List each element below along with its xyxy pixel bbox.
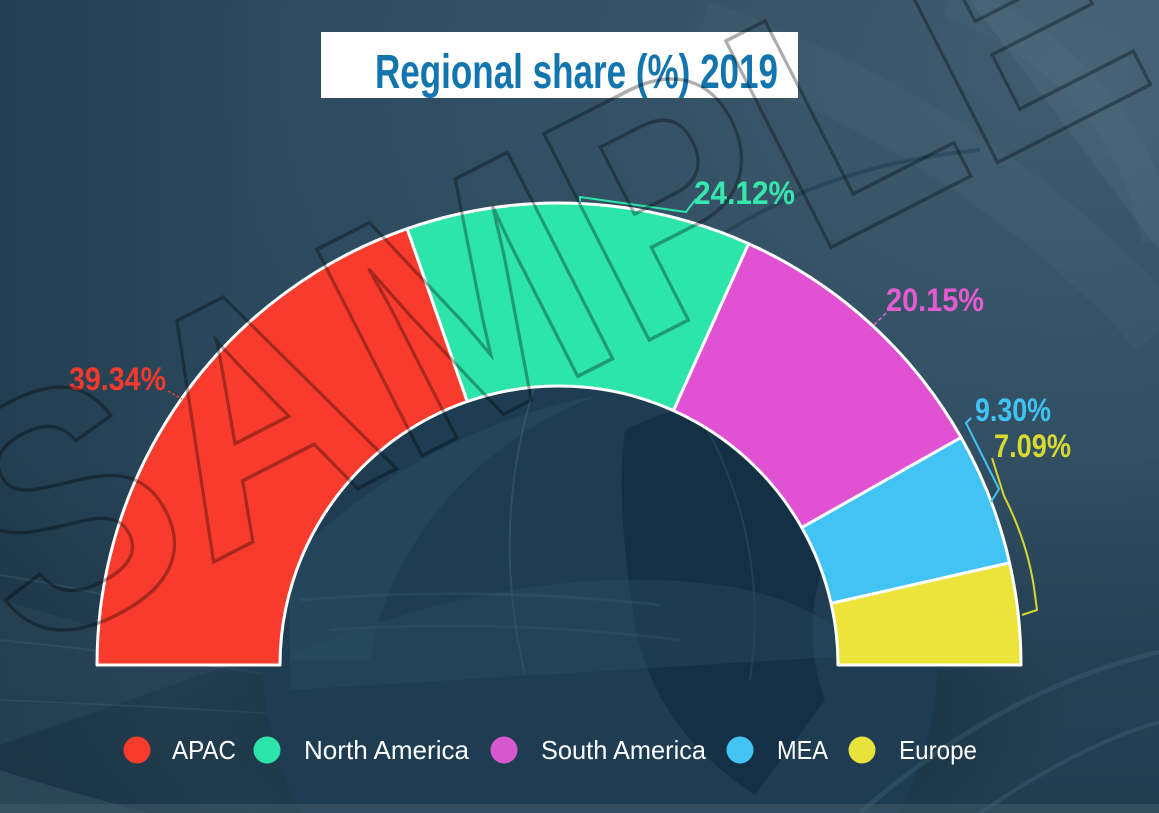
svg-text:North America: North America	[304, 735, 470, 765]
svg-text:South America: South America	[541, 735, 707, 765]
svg-text:24.12%: 24.12%	[694, 175, 795, 211]
svg-text:APAC: APAC	[172, 735, 236, 765]
svg-text:9.30%: 9.30%	[975, 392, 1051, 428]
svg-text:7.09%: 7.09%	[994, 428, 1071, 464]
svg-text:MEA: MEA	[777, 735, 829, 765]
svg-text:20.15%: 20.15%	[886, 282, 984, 318]
svg-text:39.34%: 39.34%	[69, 361, 166, 397]
svg-text:Europe: Europe	[899, 735, 977, 765]
svg-text:Regional share (%) 2019: Regional share (%) 2019	[375, 46, 778, 99]
